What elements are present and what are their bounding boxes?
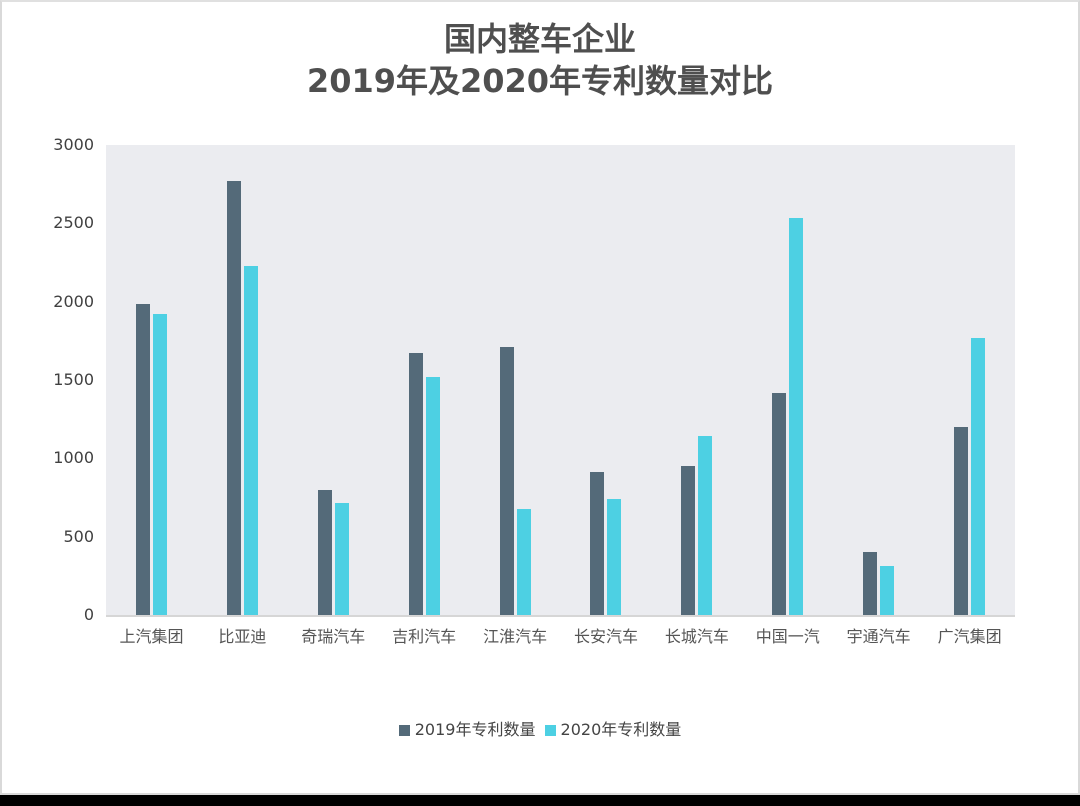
bar-2019-8: [863, 551, 878, 615]
legend-item-2019: 2019年专利数量: [398, 719, 536, 741]
bar-2020-5: [607, 499, 622, 615]
bar-2019-5: [590, 471, 605, 615]
bar-2019-1: [226, 181, 241, 615]
y-tick-label: 3000: [53, 135, 94, 154]
bar-2020-4: [516, 509, 531, 615]
y-tick-label: 500: [63, 526, 94, 546]
bar-2019-4: [499, 347, 514, 615]
y-tick-label: 1000: [53, 448, 94, 468]
bar-2019-9: [954, 427, 969, 615]
chart-title-line1: 国内整车企业: [443, 20, 636, 58]
x-tick-label: 中国一汽: [755, 627, 820, 646]
x-tick-label: 长城汽车: [664, 627, 729, 646]
bar-2020-8: [880, 565, 895, 615]
x-tick-label: 江淮汽车: [483, 627, 548, 646]
bar-2020-2: [334, 502, 349, 615]
bar-2019-2: [317, 489, 332, 615]
bar-2020-3: [425, 376, 440, 615]
bar-2019-6: [681, 466, 696, 615]
x-axis-line: [106, 615, 1015, 617]
x-tick-label: 比亚迪: [218, 627, 267, 646]
y-tick-label: 2000: [53, 291, 94, 311]
x-tick-label: 广汽集团: [937, 627, 1002, 646]
plot-area: [106, 145, 1015, 615]
legend-swatch-2019: [398, 724, 410, 736]
legend: 2019年专利数量 2020年专利数量: [0, 719, 1080, 742]
x-tick-label: 奇瑞汽车: [301, 627, 366, 646]
chart-title-line2: 2019年及2020年专利数量对比: [306, 62, 774, 100]
x-tick-label: 上汽集团: [119, 627, 184, 646]
y-tick-label: 0: [83, 605, 94, 624]
bar-2019-3: [408, 353, 423, 615]
bar-2020-1: [243, 265, 258, 615]
legend-label-2020: 2020年专利数量: [560, 720, 682, 739]
bar-2019-0: [135, 304, 150, 615]
bar-2019-7: [772, 393, 787, 615]
legend-item-2020: 2020年专利数量: [544, 719, 682, 741]
x-tick-label: 长安汽车: [573, 627, 638, 646]
bar-2020-9: [971, 338, 986, 615]
bar-2020-7: [789, 217, 804, 615]
legend-swatch-2020: [544, 724, 556, 736]
y-tick-label: 2500: [53, 213, 94, 233]
bar-2020-6: [698, 436, 713, 615]
y-tick-label: 1500: [53, 370, 94, 389]
chart-title: 国内整车企业 2019年及2020年专利数量对比: [2, 18, 1078, 102]
x-tick-label: 宇通汽车: [846, 627, 911, 646]
legend-label-2019: 2019年专利数量: [414, 720, 536, 739]
bar-2020-0: [152, 314, 167, 615]
x-tick-label: 吉利汽车: [392, 627, 457, 646]
